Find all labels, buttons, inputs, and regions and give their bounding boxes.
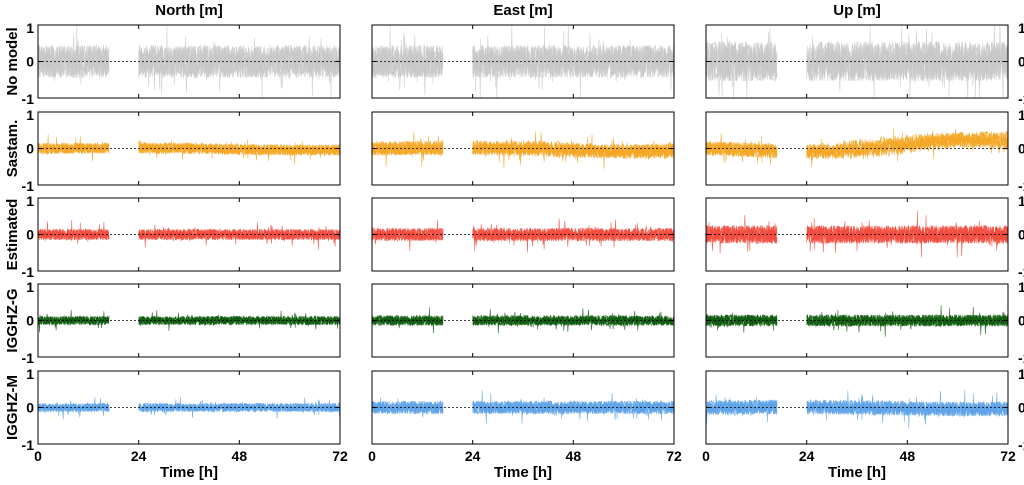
y-tick-label: -1 [22, 264, 35, 280]
y-tick-label: 0 [26, 400, 34, 416]
x-tick-label: 48 [232, 448, 248, 464]
panel [37, 111, 341, 186]
y-tick-label: -1 [1018, 350, 1024, 366]
series-line [705, 399, 1009, 423]
y-tick-label: 1 [26, 193, 34, 209]
series-line [371, 308, 675, 333]
panel [371, 370, 675, 445]
series-line [705, 215, 1009, 258]
x-tick-label: 72 [332, 448, 348, 464]
panel [37, 283, 341, 358]
panel [705, 283, 1009, 358]
column-title: North [m] [155, 2, 223, 19]
series-line [705, 24, 1009, 99]
x-tick-label: 24 [799, 448, 815, 464]
row-label: IGGHZ-M [4, 375, 21, 440]
y-tick-label: -1 [1018, 91, 1024, 107]
series-line [371, 35, 675, 99]
y-tick-label: 1 [26, 20, 34, 36]
y-tick-label: 1 [1018, 279, 1024, 295]
panel [37, 197, 341, 272]
y-tick-label: 1 [1018, 20, 1024, 36]
series-line [37, 399, 341, 419]
series-line [37, 140, 341, 161]
panel [705, 111, 1009, 186]
panel [371, 111, 675, 186]
row-label: No model [4, 27, 21, 95]
y-tick-label: 0 [1018, 141, 1024, 157]
x-tick-label: 48 [900, 448, 916, 464]
y-tick-label: 1 [1018, 107, 1024, 123]
x-axis-label: Time [h] [828, 464, 886, 481]
series-line [371, 137, 675, 169]
row-label: Estimated [4, 199, 21, 271]
panel [705, 370, 1009, 445]
x-tick-label: 72 [666, 448, 682, 464]
y-tick-label: 0 [26, 313, 34, 329]
y-tick-label: 1 [1018, 366, 1024, 382]
y-tick-label: 0 [1018, 227, 1024, 243]
panel [705, 197, 1009, 272]
y-tick-label: -1 [1018, 264, 1024, 280]
series-line [371, 26, 675, 96]
x-axis-label: Time [h] [160, 464, 218, 481]
y-tick-label: -1 [1018, 178, 1024, 194]
y-tick-label: 0 [26, 227, 34, 243]
y-tick-label: 0 [1018, 400, 1024, 416]
y-tick-label: 0 [1018, 54, 1024, 70]
series-line [705, 312, 1009, 336]
y-tick-label: -1 [1018, 437, 1024, 453]
panel [371, 283, 675, 358]
y-tick-label: 1 [26, 107, 34, 123]
y-tick-label: -1 [22, 350, 35, 366]
y-tick-label: 0 [26, 141, 34, 157]
row-label: IGGHZ-G [4, 288, 21, 352]
y-tick-label: 1 [26, 366, 34, 382]
row-label: Sastam. [4, 120, 21, 178]
x-tick-label: 48 [566, 448, 582, 464]
panel [37, 370, 341, 445]
panel [371, 24, 675, 99]
y-tick-label: 1 [26, 279, 34, 295]
series-line [37, 24, 341, 99]
x-tick-label: 0 [368, 448, 376, 464]
series-line [705, 132, 1009, 163]
y-tick-label: 0 [26, 54, 34, 70]
y-tick-label: 0 [1018, 313, 1024, 329]
x-axis-label: Time [h] [494, 464, 552, 481]
series-line [371, 219, 675, 253]
series-line [37, 311, 341, 329]
series-line [37, 220, 341, 246]
y-tick-label: -1 [22, 437, 35, 453]
y-tick-label: -1 [22, 178, 35, 194]
y-tick-label: -1 [22, 91, 35, 107]
panel [371, 197, 675, 272]
x-tick-label: 24 [131, 448, 147, 464]
panel [705, 24, 1009, 99]
x-tick-label: 24 [465, 448, 481, 464]
x-tick-label: 0 [34, 448, 42, 464]
column-title: Up [m] [833, 2, 881, 19]
x-tick-label: 72 [1000, 448, 1016, 464]
panel [37, 24, 341, 99]
x-tick-label: 0 [702, 448, 710, 464]
column-title: East [m] [493, 2, 552, 19]
y-tick-label: 1 [1018, 193, 1024, 209]
